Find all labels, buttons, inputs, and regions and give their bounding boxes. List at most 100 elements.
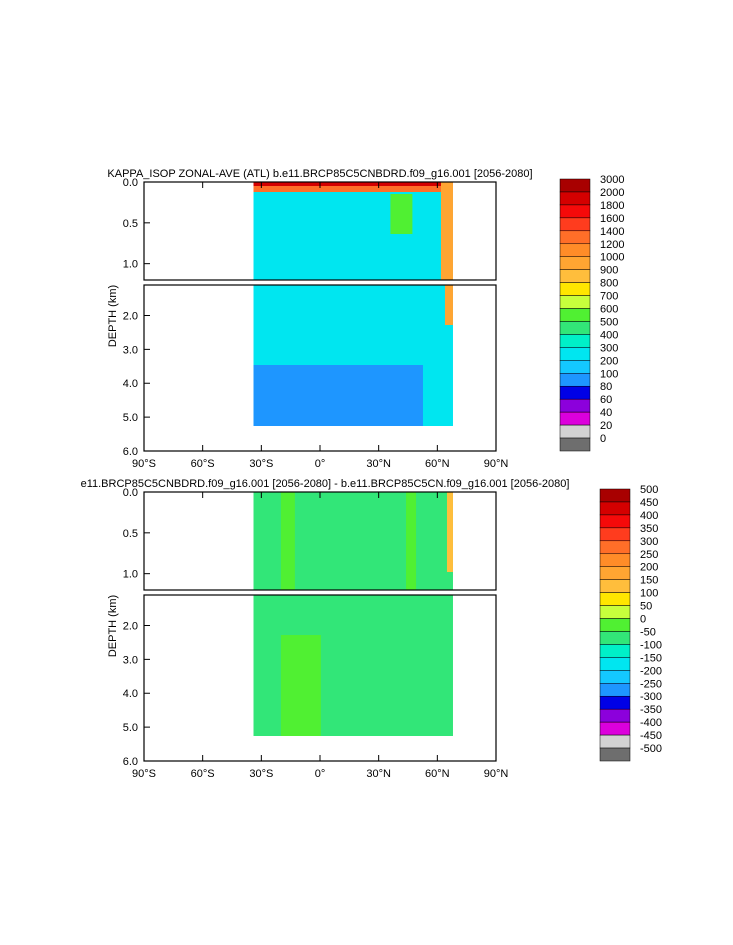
panel-2-ylabel: DEPTH (km) (107, 595, 119, 657)
colorbar-label: 0 (600, 433, 606, 445)
y-tick-label: 4.0 (123, 378, 138, 390)
panel-1-colorbar: 3000200018001600140012001000900800700600… (559, 174, 624, 452)
colorbar-swatch (559, 204, 591, 219)
colorbar-swatch (599, 527, 631, 542)
colorbar-swatch (599, 553, 631, 567)
x-tick-label: 0° (315, 768, 326, 780)
y-tick-label: 3.0 (123, 344, 138, 356)
colorbar-label: 700 (600, 291, 618, 303)
field-deep-band (280, 635, 321, 736)
colorbar-label: 300 (600, 342, 618, 354)
colorbar-swatch (559, 191, 591, 206)
colorbar-label: -300 (640, 691, 662, 703)
colorbar-swatch (559, 243, 591, 257)
colorbar-swatch (559, 437, 591, 452)
y-tick-label: 4.0 (123, 688, 138, 700)
colorbar-label: -250 (640, 678, 662, 690)
colorbar-swatch (599, 721, 631, 736)
colorbar-swatch (559, 230, 591, 245)
colorbar-label: -150 (640, 652, 662, 664)
y-tick-label: 0.0 (123, 487, 138, 499)
y-tick-label: 5.0 (123, 412, 138, 424)
x-tick-label: 60°S (191, 768, 215, 780)
colorbar-swatch (599, 540, 631, 555)
colorbar-swatch (559, 269, 591, 283)
field-band-a (280, 492, 295, 590)
colorbar-swatch (559, 411, 591, 426)
colorbar-swatch (559, 256, 591, 270)
colorbar-label: 100 (600, 368, 618, 380)
colorbar-label: 400 (640, 510, 658, 522)
colorbar-swatch (599, 683, 631, 697)
field-north-lower (444, 285, 453, 325)
y-tick-label: 1.0 (123, 569, 138, 581)
x-tick-label: 30°S (249, 458, 273, 470)
colorbar-swatch (559, 334, 591, 348)
colorbar-label: 450 (640, 497, 658, 509)
colorbar-label: 300 (640, 536, 658, 548)
colorbar-swatch (599, 592, 631, 606)
colorbar-label: 500 (640, 484, 658, 496)
panel-2: e11.BRCP85C5CNBDRD.f09_g16.001 [2056-208… (81, 478, 662, 780)
y-tick-label: 0.5 (123, 218, 138, 230)
colorbar-swatch (599, 579, 631, 593)
panel-2-x-ticks: 90°S 60°S 30°S 0° 30°N 60°N 90°N (132, 492, 508, 780)
x-tick-label: 30°N (366, 768, 391, 780)
colorbar-label: 500 (600, 316, 618, 328)
x-tick-label: 90°S (132, 458, 156, 470)
colorbar-swatch (559, 282, 591, 296)
colorbar-label: 3000 (600, 174, 624, 186)
colorbar-label: -450 (640, 730, 662, 742)
colorbar-label: 20 (600, 420, 612, 432)
field-band-b (406, 492, 417, 590)
panel-2-y-ticks: 0.0 0.5 1.0 2.0 3.0 4.0 5.0 6.0 (123, 487, 150, 768)
field-upper-base (253, 182, 453, 280)
colorbar-label: 1400 (600, 226, 624, 238)
colorbar-swatch (559, 308, 591, 322)
panel-2-title: e11.BRCP85C5CNBDRD.f09_g16.001 [2056-208… (81, 478, 570, 490)
x-tick-label: 90°S (132, 768, 156, 780)
colorbar-label: 50 (640, 601, 652, 613)
colorbar-swatch (599, 747, 631, 762)
colorbar-label: 900 (600, 265, 618, 277)
colorbar-swatch (559, 424, 591, 439)
colorbar-label: 60 (600, 394, 612, 406)
colorbar-swatch (599, 501, 631, 516)
x-tick-label: 0° (315, 458, 326, 470)
colorbar-swatch (599, 734, 631, 749)
colorbar-swatch (599, 708, 631, 723)
x-tick-label: 30°S (249, 768, 273, 780)
colorbar-label: 150 (640, 575, 658, 587)
x-tick-label: 60°N (425, 458, 450, 470)
colorbar-swatch (599, 488, 631, 503)
field-midlat-blob (390, 194, 413, 234)
colorbar-swatch (599, 631, 631, 645)
colorbar-label: -400 (640, 717, 662, 729)
colorbar-swatch (599, 695, 631, 710)
colorbar-swatch (559, 217, 591, 232)
colorbar-swatch (559, 321, 591, 335)
colorbar-label: 350 (640, 523, 658, 535)
x-tick-label: 30°N (366, 458, 391, 470)
field-surface-band (253, 182, 453, 192)
y-tick-label: 2.0 (123, 310, 138, 322)
colorbar-label: 2000 (600, 187, 624, 199)
colorbar-swatch (599, 644, 631, 658)
colorbar-label: 400 (600, 329, 618, 341)
y-tick-label: 3.0 (123, 654, 138, 666)
y-tick-label: 2.0 (123, 620, 138, 632)
colorbar-swatch (559, 295, 591, 309)
colorbar-swatch (559, 373, 591, 387)
panel-1-y-ticks: 0.0 0.5 1.0 2.0 3.0 4.0 5.0 6.0 (123, 177, 150, 458)
panel-2-colorbar: 500450400350300250200150100500-50-100-15… (599, 484, 662, 762)
colorbar-label: 40 (600, 407, 612, 419)
y-tick-label: 0.5 (123, 528, 138, 540)
colorbar-label: 1600 (600, 213, 624, 225)
colorbar-label: 200 (600, 355, 618, 367)
y-tick-label: 6.0 (123, 446, 138, 458)
field-north-upper (440, 182, 453, 280)
y-tick-label: 1.0 (123, 259, 138, 271)
colorbar-swatch (559, 385, 591, 400)
colorbar-swatch (559, 347, 591, 361)
